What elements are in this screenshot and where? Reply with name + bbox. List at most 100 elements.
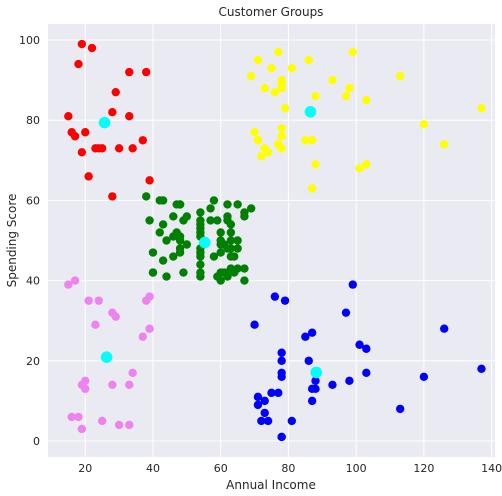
data-point — [277, 144, 286, 153]
chart-title: Customer Groups — [219, 5, 324, 19]
data-point — [142, 67, 151, 77]
data-point — [125, 420, 134, 430]
x-tick-labels: 20 40 60 80 100 120 140 — [78, 462, 502, 475]
data-point — [145, 176, 154, 185]
centroid-point — [310, 366, 323, 379]
data-point — [213, 216, 222, 225]
data-point — [138, 136, 148, 145]
x-tick-label: 140 — [481, 462, 502, 475]
x-tick-label: 60 — [214, 462, 228, 475]
y-tick-labels: 0 20 40 60 80 100 — [19, 34, 40, 448]
data-point — [179, 268, 188, 277]
data-point — [246, 204, 256, 213]
data-point — [111, 312, 120, 321]
data-point — [196, 208, 205, 217]
data-point — [301, 136, 310, 145]
data-point — [226, 228, 236, 237]
data-point — [348, 47, 357, 57]
data-point — [253, 392, 263, 402]
data-point — [311, 91, 320, 101]
data-point — [277, 348, 286, 357]
data-point — [477, 364, 486, 373]
data-point — [419, 372, 429, 382]
data-point — [260, 83, 269, 93]
x-tick-label: 120 — [413, 462, 434, 475]
data-point — [70, 276, 80, 285]
data-point — [355, 340, 364, 349]
data-point — [77, 148, 87, 157]
data-point — [270, 292, 280, 301]
data-point — [94, 296, 103, 305]
data-point — [250, 128, 259, 137]
data-point — [307, 184, 317, 193]
data-point — [182, 212, 192, 221]
data-point — [230, 252, 239, 261]
data-point — [253, 55, 263, 65]
centroid-markers — [98, 106, 323, 379]
x-tick-label: 100 — [346, 462, 367, 475]
data-point — [182, 240, 192, 249]
data-point — [74, 412, 83, 422]
data-point — [158, 196, 168, 205]
data-point — [307, 136, 317, 145]
data-point — [175, 236, 185, 245]
data-point — [362, 344, 371, 353]
data-point — [175, 248, 185, 257]
data-point — [70, 132, 80, 141]
data-point — [223, 200, 232, 209]
data-point — [158, 220, 168, 229]
data-point — [145, 324, 154, 333]
plot-background — [48, 24, 495, 457]
data-point — [277, 79, 286, 89]
data-point — [67, 412, 76, 422]
data-point — [311, 376, 320, 386]
data-point — [274, 47, 283, 57]
data-point — [77, 39, 87, 49]
y-tick-label: 60 — [26, 194, 40, 207]
y-tick-label: 40 — [26, 275, 40, 288]
data-point — [74, 59, 83, 69]
data-point — [206, 216, 215, 225]
data-point — [216, 228, 225, 237]
data-point — [348, 280, 357, 289]
data-point — [240, 264, 249, 273]
data-point — [145, 216, 154, 225]
data-point — [362, 160, 371, 169]
data-point — [223, 212, 232, 221]
data-point — [419, 120, 429, 129]
data-point — [257, 152, 266, 161]
data-point — [158, 256, 168, 265]
data-point — [114, 420, 124, 430]
data-point — [280, 296, 290, 305]
data-point — [209, 196, 219, 205]
data-point — [84, 172, 93, 181]
x-tick-label: 40 — [146, 462, 160, 475]
y-tick-label: 20 — [26, 355, 40, 368]
data-point — [341, 91, 351, 101]
centroid-point — [198, 236, 211, 249]
data-point — [111, 87, 120, 97]
data-point — [307, 328, 317, 337]
data-point — [155, 228, 164, 237]
data-point — [226, 244, 236, 253]
data-point — [260, 408, 269, 418]
data-point — [287, 63, 297, 73]
data-point — [277, 372, 286, 382]
data-point — [196, 260, 205, 269]
data-point — [270, 87, 280, 97]
data-point — [87, 43, 97, 53]
data-point — [250, 320, 259, 329]
data-point — [345, 376, 354, 386]
data-point — [175, 200, 185, 209]
data-point — [395, 71, 405, 81]
data-point — [260, 396, 269, 406]
data-point — [395, 404, 405, 414]
data-point — [233, 236, 242, 245]
data-point — [277, 356, 286, 365]
data-point — [280, 103, 290, 113]
data-point — [138, 332, 148, 341]
data-point — [216, 276, 225, 285]
data-point — [277, 432, 286, 442]
data-point — [240, 276, 249, 285]
data-point — [196, 252, 205, 261]
